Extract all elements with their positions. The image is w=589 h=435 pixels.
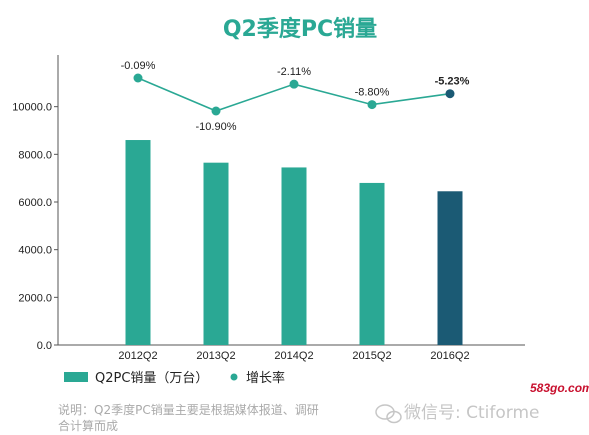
growth-rate-label: -2.11% xyxy=(277,66,311,78)
legend: Q2PC销量（万台） 增长率 xyxy=(64,370,285,386)
growth-rate-point xyxy=(289,79,299,89)
y-tick-label: 2000.0 xyxy=(18,292,52,304)
y-tick-label: 10000.0 xyxy=(12,102,52,114)
x-axis-labels: 2012Q2 2013Q2 2014Q2 2015Q2 2016Q2 xyxy=(118,350,469,362)
bar-series xyxy=(125,140,463,345)
growth-rate-point xyxy=(211,106,221,116)
bar xyxy=(359,182,385,345)
legend-line-swatch xyxy=(230,373,238,381)
growth-rate-point xyxy=(133,73,143,83)
note-line-2: 合计算而成 xyxy=(58,418,118,433)
growth-rate-series: -0.09% -10.90% -2.11% -8.80% -5.23% xyxy=(121,60,470,133)
legend-bar-label: Q2PC销量（万台） xyxy=(95,371,208,386)
chart-title: Q2季度PC销量 xyxy=(223,16,377,42)
growth-rate-label: -0.09% xyxy=(121,60,156,72)
y-tick-label: 4000.0 xyxy=(18,245,52,257)
y-tick-label: 8000.0 xyxy=(18,149,52,161)
legend-bar-swatch xyxy=(64,372,88,382)
x-tick-label: 2013Q2 xyxy=(196,350,235,362)
watermark-text: 微信号: Ctiforme xyxy=(404,403,540,423)
x-tick-label: 2016Q2 xyxy=(430,350,469,362)
y-axis: 0.0 2000.0 4000.0 6000.0 8000.0 10000.0 xyxy=(12,102,58,352)
x-tick-label: 2015Q2 xyxy=(352,350,391,362)
legend-line-label: 增长率 xyxy=(246,370,285,386)
growth-rate-label: -5.23% xyxy=(435,76,470,88)
y-tick-label: 0.0 xyxy=(37,340,52,352)
bar xyxy=(125,140,151,345)
bar xyxy=(281,167,307,345)
site-watermark: 583go.com xyxy=(530,381,589,395)
growth-rate-label: -8.80% xyxy=(355,87,390,99)
y-tick-label: 6000.0 xyxy=(18,197,52,209)
growth-rate-label: -10.90% xyxy=(196,121,237,133)
bar xyxy=(437,191,463,345)
note-line-1: 说明：Q2季度PC销量主要是根据媒体报道、调研 xyxy=(58,402,319,417)
watermark: 微信号: Ctiforme xyxy=(375,403,540,424)
x-tick-label: 2012Q2 xyxy=(118,350,157,362)
x-tick-label: 2014Q2 xyxy=(274,350,313,362)
growth-rate-point xyxy=(367,100,377,110)
bar xyxy=(203,162,229,345)
wechat-icon xyxy=(375,404,402,424)
growth-rate-point xyxy=(445,89,455,99)
